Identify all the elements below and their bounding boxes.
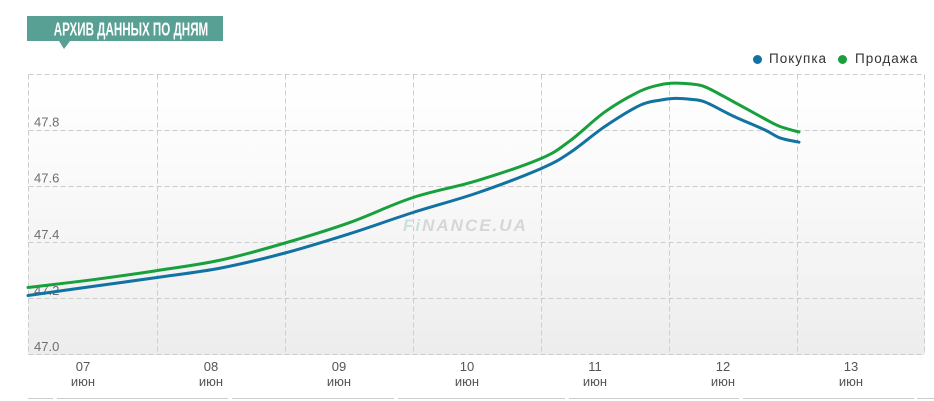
svg-text:июн: июн: [583, 374, 607, 389]
svg-text:47.0: 47.0: [34, 339, 59, 354]
svg-text:07: 07: [76, 359, 90, 374]
svg-text:июн: июн: [839, 374, 863, 389]
svg-text:июн: июн: [199, 374, 223, 389]
svg-text:июн: июн: [455, 374, 479, 389]
svg-text:10: 10: [460, 359, 474, 374]
svg-text:47.8: 47.8: [34, 115, 59, 130]
svg-text:июн: июн: [711, 374, 735, 389]
svg-text:июн: июн: [327, 374, 351, 389]
svg-text:13: 13: [844, 359, 858, 374]
svg-text:08: 08: [204, 359, 218, 374]
svg-text:11: 11: [588, 359, 602, 374]
svg-text:09: 09: [332, 359, 346, 374]
svg-text:12: 12: [716, 359, 730, 374]
svg-text:47.6: 47.6: [34, 171, 59, 186]
svg-text:47.4: 47.4: [34, 227, 59, 242]
svg-text:июн: июн: [71, 374, 95, 389]
